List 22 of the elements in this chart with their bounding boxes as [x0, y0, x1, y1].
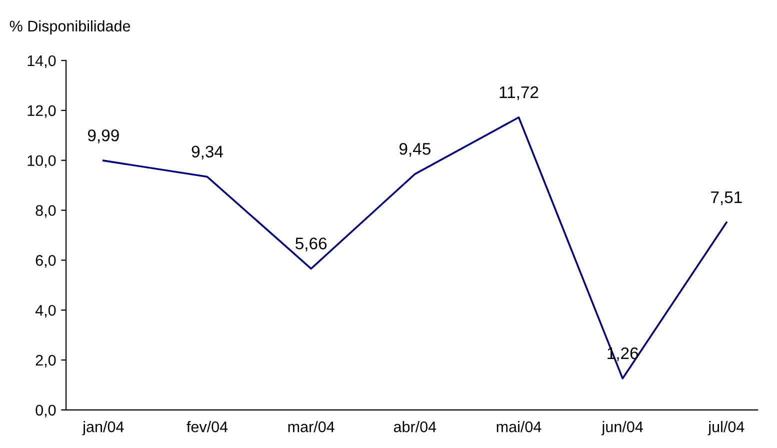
x-tick-label: jun/04	[601, 421, 643, 436]
data-label: 7,51	[711, 192, 742, 206]
x-tick-label: jan/04	[82, 421, 124, 436]
data-label: 5,66	[296, 238, 327, 252]
x-tick-label: fev/04	[186, 421, 228, 432]
y-tick-label: 12,0	[28, 105, 56, 118]
data-label: 9,45	[399, 142, 430, 157]
data-label: 9,34	[192, 146, 223, 160]
y-tick-label: 0,0	[36, 404, 56, 418]
y-tick-label: 2,0	[36, 354, 56, 368]
x-tick-label: abr/04	[394, 421, 436, 432]
y-tick-label: 6,0	[36, 255, 56, 268]
y-tick-label: 4,0	[35, 304, 56, 318]
x-tick-label: mai/04	[496, 421, 542, 432]
y-tick-label: 10,0	[28, 155, 56, 168]
y-tick-label: 14,0	[28, 55, 56, 68]
y-axis-title: % Disponibilidade	[10, 20, 130, 35]
x-tick-label: jul/04	[708, 421, 744, 436]
x-tick-label: mar/04	[288, 421, 334, 432]
y-tick-label: 8,0	[36, 205, 56, 218]
data-label: 11,72	[500, 86, 538, 100]
data-label: 9,99	[88, 129, 119, 144]
